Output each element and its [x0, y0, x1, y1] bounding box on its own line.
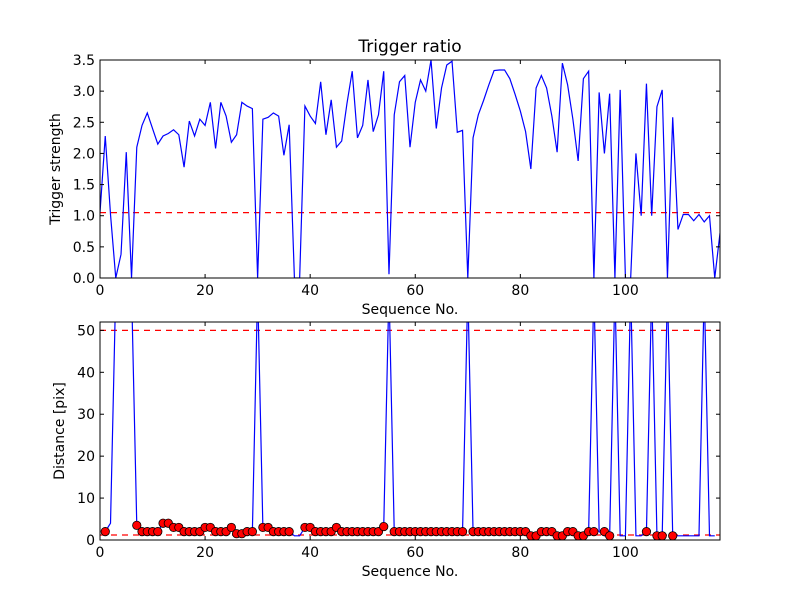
- x-tick-label: 40: [301, 283, 319, 299]
- x-tick-label: 60: [406, 283, 424, 299]
- data-point: [605, 531, 615, 540]
- x-axis-label: Sequence No.: [362, 302, 459, 318]
- y-tick-label: 2.5: [73, 115, 95, 131]
- y-tick-label: 0: [86, 533, 95, 549]
- x-tick-label: 60: [406, 545, 424, 561]
- data-point: [226, 522, 236, 533]
- data-point: [641, 527, 652, 537]
- data-point: [379, 521, 389, 532]
- trigger-ratio-plot: Trigger ratio 0 20 40 60 80 100 0.0 0.5 1.0 1.5 2.…: [48, 37, 721, 318]
- data-point: [284, 527, 294, 537]
- data-point: [668, 531, 678, 540]
- y-axis-label: Trigger strength: [48, 113, 64, 226]
- plot-frame: [99, 59, 721, 279]
- data-point: [100, 527, 110, 537]
- y-tick-label: 40: [77, 365, 95, 381]
- x-tick-label: 20: [196, 545, 214, 561]
- y-axis-label: Distance [pix]: [52, 382, 68, 480]
- distance-plot: 0 20 40 60 80 100 0 10 20 30 40 50 Sequence No. Dis…: [52, 321, 721, 580]
- y-tick-label: 1.0: [73, 209, 95, 225]
- y-tick-label: 1.5: [73, 178, 95, 194]
- series-line: [100, 60, 720, 278]
- data-point: [153, 527, 163, 537]
- chart-title: Trigger ratio: [357, 37, 461, 57]
- x-tick-label: 0: [96, 283, 105, 299]
- x-tick-label: 100: [612, 545, 639, 561]
- x-tick-label: 100: [612, 283, 639, 299]
- y-tick-label: 20: [77, 449, 95, 465]
- plot-frame: [99, 321, 721, 541]
- y-tick-label: 2.0: [73, 146, 95, 162]
- x-tick-label: 0: [96, 545, 105, 561]
- x-tick-label: 80: [511, 283, 529, 299]
- data-point: [247, 527, 257, 537]
- data-point: [589, 527, 599, 537]
- x-axis-label: Sequence No.: [362, 564, 459, 580]
- data-point: [457, 527, 468, 537]
- y-tick-label: 3.5: [73, 53, 95, 69]
- x-tick-label: 20: [196, 283, 214, 299]
- y-tick-label: 0.5: [73, 240, 95, 256]
- x-tick-label: 40: [301, 545, 319, 561]
- y-tick-label: 0.0: [73, 271, 95, 287]
- x-tick-label: 80: [511, 545, 529, 561]
- y-tick-label: 30: [77, 407, 95, 423]
- y-tick-label: 3.0: [73, 84, 95, 100]
- y-tick-label: 50: [77, 323, 95, 339]
- data-point: [657, 531, 667, 540]
- data-point: [132, 520, 142, 530]
- y-tick-label: 10: [77, 491, 95, 507]
